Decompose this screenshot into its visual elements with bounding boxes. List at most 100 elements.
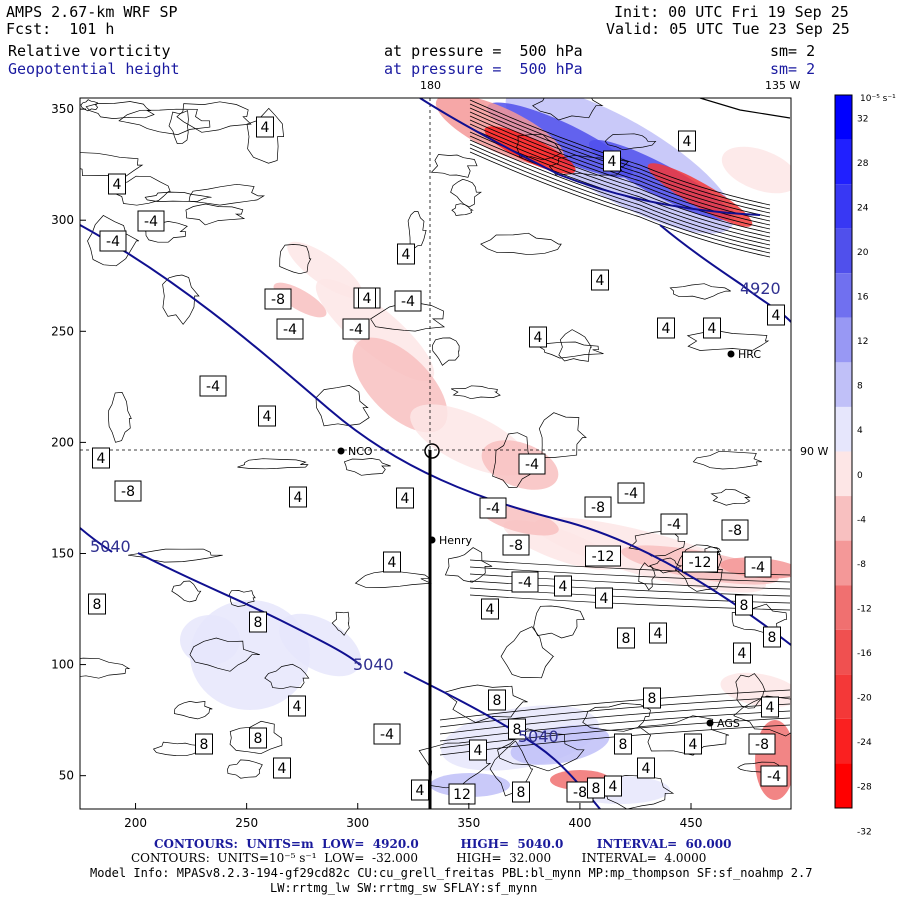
y-tick-label: 100 — [51, 658, 74, 672]
vorticity-label: -8 — [755, 737, 769, 753]
vorticity-contour — [171, 580, 202, 603]
vorticity-contour — [443, 684, 528, 723]
vorticity-label-box — [108, 173, 126, 195]
vorticity-contour — [118, 108, 211, 135]
vorticity-contour — [80, 152, 144, 177]
vorticity-contour — [733, 695, 791, 737]
vorticity-label-box — [614, 733, 632, 755]
height-labels: 4920 5040 5040 5040 — [90, 279, 781, 746]
pole-marker — [424, 443, 440, 459]
band-contour — [469, 566, 791, 583]
vorticity-contour — [497, 728, 585, 772]
vorticity-label: -4 — [349, 322, 363, 338]
vorticity-contour — [80, 99, 99, 112]
vorticity-contour — [407, 211, 427, 249]
vorticity-contour — [246, 107, 284, 164]
vorticity-label-box — [703, 317, 721, 339]
dense-contour — [469, 131, 771, 238]
vorticity-label: -12 — [592, 549, 615, 565]
field2-smoothing: sm= 2 — [770, 60, 816, 78]
dense-contour — [469, 135, 771, 242]
colorbar-label: -20 — [857, 694, 872, 704]
vorticity-contour — [85, 101, 155, 119]
vorticity-label-box — [744, 556, 772, 578]
colorbar-label: 8 — [857, 382, 863, 392]
colorbar-unit: 10⁻⁵ s⁻¹ — [860, 94, 896, 104]
dense-contour — [469, 123, 771, 230]
vorticity-label-box — [411, 779, 429, 801]
vorticity-label-box — [488, 689, 506, 711]
vorticity-contours — [80, 98, 791, 809]
colorbar-swatch — [835, 139, 852, 185]
band-contour — [439, 703, 791, 735]
colorbar-swatch — [835, 184, 852, 229]
vorticity-label: 4 — [600, 591, 609, 607]
vorticity-label: 4 — [474, 743, 483, 759]
vorticity-fill — [484, 126, 576, 174]
vorticity-contour — [533, 605, 585, 639]
height-label: 5040 — [90, 537, 131, 556]
vorticity-label-box — [603, 150, 621, 172]
height-contours — [80, 224, 791, 809]
footer-height-contours: CONTOURS: UNITS=m LOW= 4920.0 HIGH= 5040… — [154, 837, 732, 851]
vorticity-label: 4 — [662, 321, 671, 337]
vorticity-label: 8 — [622, 631, 631, 647]
x-tick-label: 400 — [568, 816, 591, 830]
footer-model-info: Model Info: MPASv8.2.3-194-gf29cd82c CU:… — [90, 866, 813, 880]
vorticity-label-box — [760, 765, 788, 787]
vorticity-contour — [638, 562, 656, 591]
vorticity-label-box — [373, 723, 401, 745]
vorticity-label: -8 — [728, 523, 742, 539]
meridian-label-180: 180 — [420, 79, 441, 92]
vorticity-fill — [510, 725, 610, 765]
field2-name: Geopotential height — [8, 60, 180, 78]
station-marker — [337, 447, 345, 455]
height-label: 4920 — [740, 279, 781, 298]
vorticity-label-box — [273, 757, 291, 779]
vorticity-label-box — [585, 545, 621, 567]
vorticity-label-box — [617, 482, 645, 504]
vorticity-label-box — [276, 318, 304, 340]
vorticity-label: 4 — [363, 291, 372, 307]
vorticity-fill — [287, 241, 363, 299]
vorticity-contour — [492, 432, 533, 488]
vorticity-contour — [451, 203, 474, 216]
vorticity-label: 8 — [254, 731, 263, 747]
vorticity-label: 8 — [592, 781, 601, 797]
vorticity-label-box — [396, 487, 414, 509]
vorticity-label: 12 — [453, 787, 471, 803]
vorticity-label-box — [479, 497, 507, 519]
vorticity-label-box — [289, 486, 307, 508]
vorticity-contour — [185, 203, 246, 226]
vorticity-label-box — [264, 288, 292, 310]
vorticity-fill — [721, 146, 791, 194]
height-label: 5040 — [518, 727, 559, 746]
vorticity-contour — [162, 274, 200, 325]
vorticity-fill — [720, 672, 791, 708]
vorticity-label: -4 — [518, 575, 532, 591]
colorbar-swatch — [835, 496, 852, 541]
vorticity-contour — [480, 232, 562, 256]
vorticity-label: 4 — [534, 330, 543, 346]
colorbar-swatch — [835, 95, 852, 140]
vorticity-label-box — [684, 733, 702, 755]
vorticity-contour — [87, 215, 140, 267]
vorticity-label-box — [342, 318, 370, 340]
vorticity-label-box — [114, 480, 142, 502]
colorbar-swatch — [835, 451, 852, 497]
vorticity-label-box — [258, 405, 276, 427]
field2-level: at pressure = 500 hPa — [384, 60, 583, 78]
vorticity-label-box — [721, 519, 749, 541]
colorbar-frame — [834, 94, 853, 809]
vorticity-contour — [343, 458, 391, 476]
vorticity-label-box — [481, 598, 499, 620]
colorbar-label: -8 — [857, 560, 866, 570]
vorticity-label-box — [584, 496, 612, 518]
vorticity-label: -4 — [767, 769, 781, 785]
y-tick-label: 350 — [51, 102, 74, 116]
vorticity-label: 4 — [683, 134, 692, 150]
vorticity-contour — [229, 720, 283, 755]
colorbar-swatch — [835, 540, 852, 586]
vorticity-label: 8 — [740, 598, 749, 614]
